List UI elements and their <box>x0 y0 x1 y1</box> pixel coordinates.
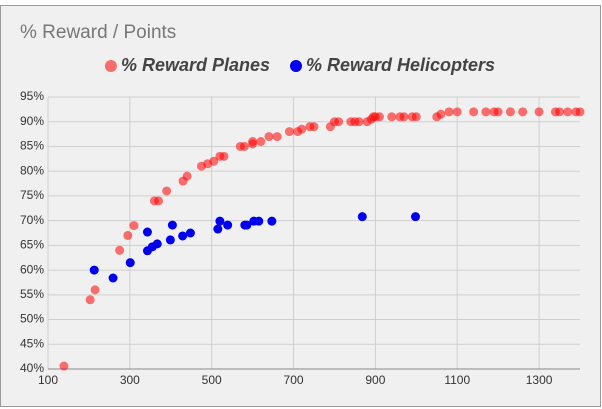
point <box>167 220 177 230</box>
point <box>436 109 446 119</box>
point <box>284 127 294 137</box>
point <box>239 141 249 151</box>
point <box>178 231 188 241</box>
x-tick-label: 700 <box>284 373 304 387</box>
point <box>387 112 397 122</box>
x-tick-label: 1300 <box>526 373 553 387</box>
point <box>534 107 544 117</box>
plot-area <box>48 97 580 369</box>
point <box>297 124 307 134</box>
legend-marker <box>290 60 302 72</box>
point <box>575 107 585 117</box>
point <box>242 220 252 230</box>
y-tick-label: 40% <box>20 361 44 375</box>
point <box>152 239 162 249</box>
point <box>264 132 274 142</box>
chart-title: % Reward / Points <box>20 22 176 43</box>
point <box>452 107 462 117</box>
y-tick-label: 95% <box>20 89 44 103</box>
point <box>254 216 264 226</box>
legend-marker <box>104 60 117 72</box>
y-tick-label: 70% <box>20 213 44 227</box>
point <box>165 235 175 245</box>
point <box>125 258 135 268</box>
point <box>209 156 219 166</box>
point <box>185 228 195 238</box>
y-tick-label: 45% <box>20 336 44 350</box>
point <box>267 216 277 226</box>
point <box>153 196 163 206</box>
y-tick-label: 80% <box>20 163 44 177</box>
point <box>219 151 229 161</box>
point <box>223 220 233 230</box>
point <box>411 112 421 122</box>
point <box>399 112 409 122</box>
point <box>518 107 528 117</box>
y-tick-label: 65% <box>20 238 44 252</box>
y-tick-label: 55% <box>20 287 44 301</box>
point <box>123 230 133 240</box>
point <box>115 245 125 255</box>
point <box>142 227 152 237</box>
y-tick-label: 75% <box>20 188 44 202</box>
point <box>505 107 515 117</box>
x-tick-label: 500 <box>202 373 222 387</box>
y-tick-label: 85% <box>20 139 44 153</box>
x-tick-label: 900 <box>365 373 385 387</box>
point <box>410 212 420 222</box>
y-tick-label: 90% <box>20 114 44 128</box>
point <box>493 107 503 117</box>
point <box>59 361 69 371</box>
legend: % Reward Planes % Reward Helicopters <box>104 55 495 75</box>
point <box>374 112 384 122</box>
point <box>248 137 258 147</box>
point <box>563 107 573 117</box>
point <box>444 107 454 117</box>
point <box>108 273 118 283</box>
point <box>215 216 225 226</box>
point <box>334 117 344 127</box>
x-tick-label: 1100 <box>444 373 470 387</box>
point <box>182 171 192 181</box>
point <box>481 107 491 117</box>
point <box>256 137 266 147</box>
point <box>90 285 100 295</box>
point <box>213 224 223 234</box>
point <box>469 107 479 117</box>
legend-label: % Reward Helicopters <box>306 55 495 75</box>
point <box>309 122 319 132</box>
y-tick-label: 50% <box>20 312 44 326</box>
point <box>162 186 172 196</box>
point <box>555 107 565 117</box>
point <box>357 212 367 222</box>
legend-label: % Reward Planes <box>121 55 270 75</box>
point <box>85 295 95 305</box>
point <box>89 265 99 275</box>
point <box>129 221 139 231</box>
point <box>354 117 364 127</box>
x-tick-label: 100 <box>38 373 58 387</box>
y-tick-label: 60% <box>20 262 44 276</box>
x-tick-label: 300 <box>120 373 140 387</box>
point <box>272 132 282 142</box>
